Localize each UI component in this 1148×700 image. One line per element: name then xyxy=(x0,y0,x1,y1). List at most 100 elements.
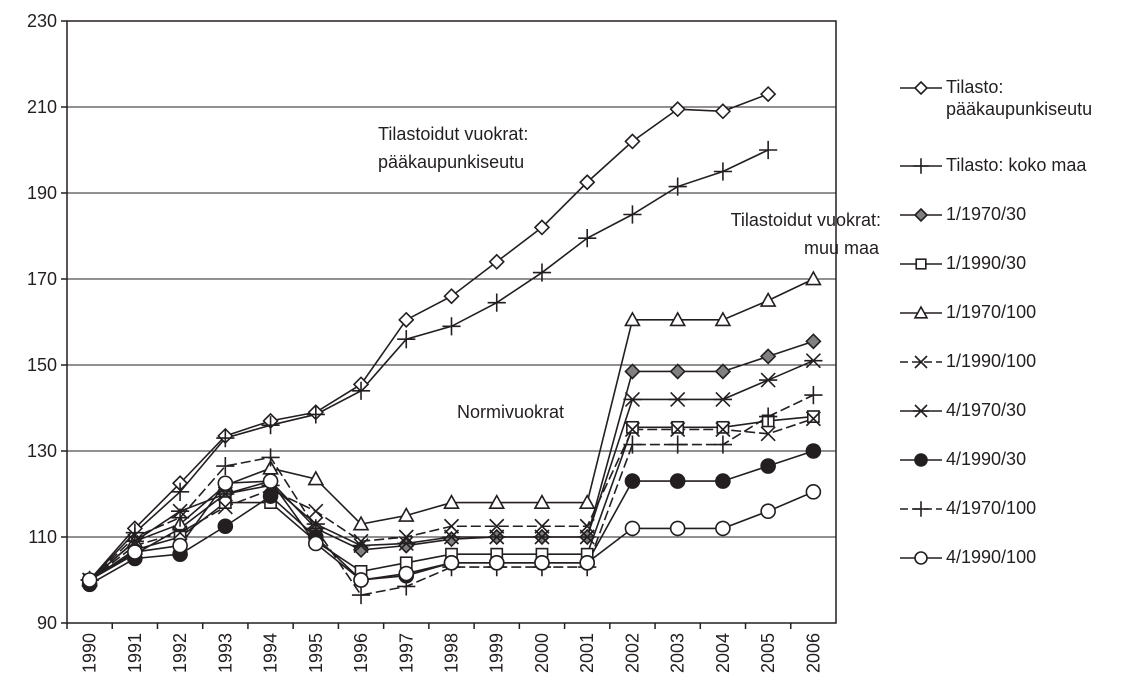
marker xyxy=(443,531,460,548)
marker xyxy=(578,229,597,248)
marker xyxy=(489,518,505,534)
marker xyxy=(668,391,687,407)
marker xyxy=(170,508,190,527)
y-tick-label: 130 xyxy=(27,441,57,461)
marker xyxy=(578,493,596,509)
legend-symbol xyxy=(900,258,942,270)
marker xyxy=(624,473,641,489)
marker xyxy=(806,410,820,423)
marker xyxy=(217,499,233,515)
marker xyxy=(716,420,730,434)
marker xyxy=(307,470,325,486)
marker xyxy=(443,493,460,509)
marker xyxy=(804,353,823,369)
marker xyxy=(351,538,371,554)
marker xyxy=(172,537,188,554)
legend-label: Tilasto: koko maa xyxy=(946,155,1087,175)
marker xyxy=(397,330,416,349)
marker xyxy=(306,519,325,538)
legend-label: 1/1970/100 xyxy=(946,302,1037,322)
legend-label: 4/1990/100 xyxy=(946,547,1037,567)
marker xyxy=(351,585,371,605)
marker xyxy=(81,572,98,588)
legend-label: 4/1990/30 xyxy=(946,449,1027,469)
marker xyxy=(623,205,642,224)
x-tick-label: 1990 xyxy=(80,633,100,673)
marker xyxy=(759,407,778,426)
marker xyxy=(488,253,505,270)
marker xyxy=(532,263,552,282)
x-tick-label: 2006 xyxy=(803,633,823,673)
marker xyxy=(352,515,370,531)
marker xyxy=(172,525,188,541)
marker xyxy=(306,405,325,424)
marker xyxy=(534,554,550,571)
marker xyxy=(218,496,232,509)
marker xyxy=(669,520,686,537)
legend-symbol xyxy=(900,453,942,467)
marker xyxy=(713,391,733,407)
marker xyxy=(217,475,234,492)
marker xyxy=(532,529,552,545)
marker xyxy=(579,554,596,571)
marker xyxy=(668,177,687,196)
annotation: muu maa xyxy=(804,238,880,258)
marker xyxy=(914,453,928,467)
marker xyxy=(759,372,778,388)
legend-label: 1/1990/100 xyxy=(946,351,1037,371)
legend-symbol xyxy=(900,158,942,174)
legend-label: 1/1970/30 xyxy=(946,204,1027,224)
legend-symbol xyxy=(900,501,942,517)
x-tick-label: 1997 xyxy=(396,633,416,673)
marker xyxy=(669,363,686,380)
series-line xyxy=(89,93,769,581)
plot-frame xyxy=(66,20,837,624)
marker xyxy=(351,381,371,400)
marker xyxy=(624,363,641,380)
marker xyxy=(488,554,505,571)
marker xyxy=(579,518,595,534)
legend-symbol xyxy=(900,551,942,565)
legend-item: 1/1970/100 xyxy=(896,295,1144,344)
marker xyxy=(915,258,927,270)
marker xyxy=(759,140,778,160)
marker xyxy=(715,520,731,537)
x-tick-label: 1991 xyxy=(125,633,145,673)
marker xyxy=(170,482,190,501)
marker xyxy=(125,527,144,547)
marker xyxy=(805,333,822,350)
marker xyxy=(487,293,506,312)
marker xyxy=(804,386,823,405)
x-tick-label: 1993 xyxy=(215,633,235,673)
marker xyxy=(579,174,596,191)
legend-item: Tilasto: koko maa xyxy=(896,148,1144,197)
marker xyxy=(760,348,777,365)
marker xyxy=(398,311,415,328)
marker xyxy=(534,518,550,534)
legend-item: 1/1970/30 xyxy=(896,197,1144,246)
marker xyxy=(216,456,235,476)
annotation: Tilastoidut vuokrat: xyxy=(378,124,528,144)
y-tick-label: 210 xyxy=(27,97,57,117)
marker xyxy=(913,80,929,96)
x-tick-label: 1996 xyxy=(351,633,371,673)
marker xyxy=(443,554,460,571)
marker xyxy=(760,85,777,103)
y-tick-label: 110 xyxy=(28,527,57,547)
marker xyxy=(578,529,597,545)
legend-item: Tilasto: pääkaupunkiseutu xyxy=(896,70,1144,148)
marker xyxy=(308,503,324,519)
marker xyxy=(261,448,280,467)
marker xyxy=(262,473,279,489)
marker xyxy=(805,484,822,500)
legend-symbol xyxy=(900,404,942,418)
marker xyxy=(533,219,551,236)
marker xyxy=(127,544,143,560)
marker xyxy=(669,101,686,118)
marker xyxy=(715,421,731,438)
x-tick-label: 2002 xyxy=(622,633,642,673)
marker xyxy=(715,473,731,489)
marker xyxy=(398,537,415,554)
marker xyxy=(713,162,733,181)
